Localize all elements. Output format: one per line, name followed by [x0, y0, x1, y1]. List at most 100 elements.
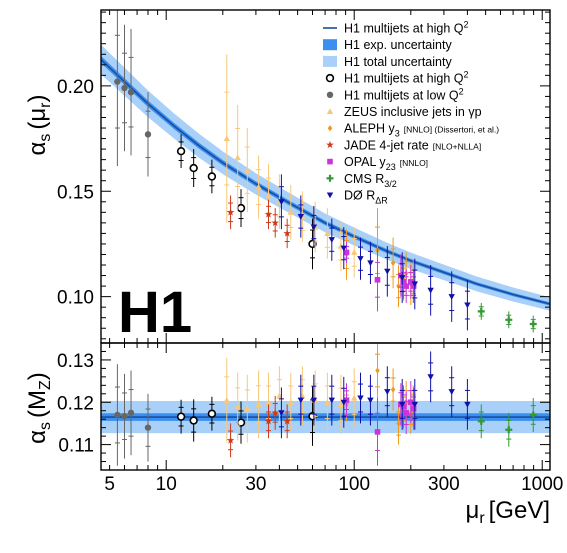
- x-tick-label: 10: [156, 474, 177, 495]
- legend-item-jade: JADE 4-jet rate [NLO+NLLA]: [326, 138, 481, 152]
- legend-item-opal: OPAL y23 [NNLO]: [327, 155, 428, 172]
- legend-marker: [327, 125, 333, 132]
- total-uncertainty-band: [101, 44, 550, 311]
- data-point: [223, 135, 230, 142]
- data-point: [114, 411, 121, 419]
- data-point: [403, 283, 409, 289]
- legend-note: [NLO+NLLA]: [433, 141, 481, 151]
- data-point: [328, 397, 336, 404]
- data-point: [121, 413, 128, 420]
- legend-label: ZEUS inclusive jets in γp: [344, 105, 482, 119]
- lower-plot-area: [101, 343, 550, 466]
- upper-plot-area: [101, 10, 550, 333]
- legend-text: CMS R: [344, 172, 384, 186]
- legend-marker: [326, 91, 334, 99]
- legend-text: H1 exp. uncertainty: [344, 38, 452, 52]
- data-point: [396, 282, 401, 290]
- data-point: [265, 399, 272, 405]
- legend-sup: 2: [464, 20, 469, 30]
- x-tick-label: 300: [428, 474, 460, 495]
- legend-marker: [327, 158, 333, 165]
- series-cross: [477, 398, 537, 447]
- data-point: [283, 229, 291, 237]
- data-point: [343, 249, 350, 256]
- data-point: [207, 172, 217, 181]
- data-point: [384, 389, 391, 395]
- data-point: [264, 417, 273, 425]
- y-tick-label: 0.15: [57, 182, 94, 203]
- y-tick-label: 0.13: [57, 351, 94, 372]
- data-point: [411, 281, 418, 288]
- data-point: [144, 131, 152, 138]
- data-point: [477, 307, 485, 315]
- data-point: [464, 401, 471, 408]
- legend-marker: [326, 108, 334, 115]
- data-point: [337, 401, 345, 407]
- data-point: [351, 249, 358, 255]
- data-point: [223, 396, 230, 403]
- legend-sub: 3/2: [384, 179, 397, 189]
- legend-label: ALEPH y3 [NNLO] (Dissertori, et al.): [344, 122, 499, 139]
- data-point: [384, 268, 391, 275]
- legend-text: DØ R: [344, 189, 375, 203]
- data-point: [477, 417, 485, 425]
- upper-y-axis-title: αs(μr): [24, 94, 54, 155]
- data-point: [271, 218, 280, 227]
- data-point: [176, 147, 186, 156]
- legend-text: H1 multijets at high Q: [344, 72, 464, 86]
- data-point: [255, 183, 262, 190]
- data-point: [189, 163, 198, 173]
- series-dot: [114, 10, 152, 177]
- data-point: [408, 399, 414, 406]
- data-point: [265, 192, 272, 199]
- legend-note: [NNLO]: [400, 158, 428, 168]
- data-point: [236, 203, 246, 213]
- data-point: [399, 401, 406, 408]
- legend-item-h1hi: H1 multijets at high Q2: [325, 70, 469, 86]
- legend-sup: 2: [459, 86, 464, 96]
- data-point: [427, 374, 434, 381]
- data-point: [283, 417, 291, 425]
- data-point: [244, 405, 251, 412]
- data-point: [189, 416, 198, 425]
- data-point: [408, 279, 414, 285]
- series-open-circle: [176, 386, 317, 446]
- data-point: [375, 367, 380, 374]
- legend-item-exp: H1 exp. uncertainty: [323, 38, 452, 52]
- legend-sub: ΔR: [375, 196, 388, 206]
- legend-label: CMS R3/2: [344, 172, 397, 189]
- legend-item-zeus: ZEUS inclusive jets in γp: [326, 105, 482, 119]
- x-tick-label: 30: [245, 474, 266, 495]
- legend-label: H1 total uncertainty: [344, 55, 452, 69]
- series-triangle: [223, 357, 358, 443]
- legend-marker: [326, 192, 334, 199]
- data-point: [374, 429, 381, 435]
- data-point: [297, 213, 305, 220]
- y-tick-label: 0.11: [58, 436, 94, 457]
- data-point: [121, 84, 128, 92]
- legend-text: H1 multijets at high Q: [344, 22, 464, 36]
- legend-item-h1lo: H1 multijets at low Q2: [326, 86, 464, 102]
- data-point: [403, 410, 409, 416]
- legend-text: H1 total uncertainty: [344, 55, 452, 69]
- legend-label: OPAL y23 [NNLO]: [344, 155, 428, 172]
- h1-logo: H1: [118, 280, 192, 345]
- legend-label: H1 multijets at high Q2: [344, 20, 469, 36]
- data-point: [340, 399, 347, 406]
- legend-marker: [326, 140, 334, 149]
- upper-panel: 0.10 0.15 0.20: [57, 9, 551, 344]
- data-point: [399, 275, 406, 281]
- legend-sub: 23: [386, 162, 396, 172]
- data-point: [234, 403, 241, 410]
- data-point: [297, 397, 305, 404]
- data-point: [287, 399, 295, 405]
- data-point: [390, 259, 396, 267]
- data-point: [324, 399, 331, 405]
- data-point: [176, 412, 186, 421]
- data-point: [367, 397, 374, 404]
- lower-panel: 0.11 0.12 0.13 5 10 30 100 300 1000: [57, 342, 563, 495]
- legend-swatch: [323, 39, 337, 51]
- data-point: [411, 401, 418, 408]
- legend-swatch: [323, 55, 337, 67]
